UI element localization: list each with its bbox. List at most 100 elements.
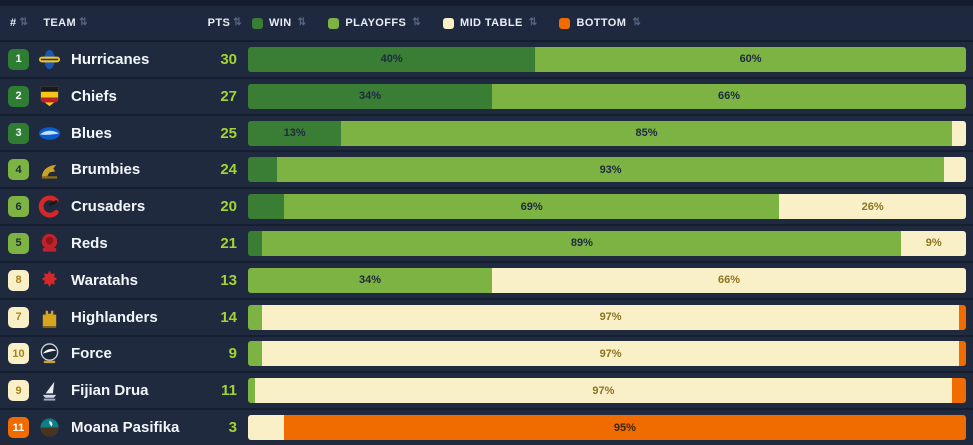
bottom-segment: 95% <box>283 415 966 441</box>
probability-stacked-bar: 34% 66% <box>248 267 966 293</box>
legend-label: BOTTOM <box>576 17 627 29</box>
rank-badge: 7 <box>8 306 29 328</box>
team-panel: 2 Chiefs 27 <box>0 84 248 108</box>
legend-item-playoffs[interactable]: PLAYOFFS ⇅ <box>328 17 421 29</box>
playoffs-segment: 66% <box>492 83 966 109</box>
segment-percent-label: 34% <box>359 90 382 103</box>
segment-percent-label: 9% <box>925 237 942 250</box>
segment-percent-label: 66% <box>718 90 741 103</box>
bottom-segment <box>951 378 966 404</box>
legend-label: WIN <box>269 17 292 29</box>
blues-logo <box>37 121 61 145</box>
segment-percent-label: 85% <box>635 127 658 140</box>
win-segment <box>248 157 277 183</box>
sort-icon[interactable]: ⇅ <box>297 17 307 28</box>
rank-column-header[interactable]: # ⇅ <box>10 17 28 29</box>
table-header: # ⇅ TEAM ⇅ PTS ⇅ WIN ⇅ PLAYOFFS ⇅ MID TABLE ⇅… <box>0 6 973 42</box>
highlanders-logo <box>37 305 61 329</box>
team-name: Fijian Drua <box>71 382 149 400</box>
bottom-segment <box>958 341 966 367</box>
segment-percent-label: 66% <box>718 274 741 287</box>
rank-badge: 5 <box>8 232 29 254</box>
points-value: 21 <box>220 234 237 252</box>
sort-icon[interactable]: ⇅ <box>19 17 29 28</box>
team-name: Crusaders <box>71 198 146 216</box>
playoffs-segment: 60% <box>535 46 966 72</box>
points-value: 13 <box>220 271 237 289</box>
pts-column-header[interactable]: PTS ⇅ <box>208 17 242 29</box>
points-value: 14 <box>220 308 237 326</box>
points-value: 30 <box>220 50 237 68</box>
team-name: Force <box>71 345 112 363</box>
team-panel: 1 Hurricanes 30 <box>0 47 248 71</box>
header-left-columns: # ⇅ TEAM ⇅ PTS ⇅ <box>0 17 248 29</box>
team-name: Moana Pasifika <box>71 419 180 437</box>
points-value: 20 <box>220 198 237 216</box>
sort-icon[interactable]: ⇅ <box>233 17 242 28</box>
team-name: Reds <box>71 234 108 252</box>
mid-swatch-icon <box>443 17 455 29</box>
table-row: 10 Force 9 97% <box>0 334 973 372</box>
win-segment <box>248 230 263 256</box>
team-panel: 8 Waratahs 13 <box>0 268 248 292</box>
team-panel: 10 Force 9 <box>0 342 248 366</box>
sort-icon[interactable]: ⇅ <box>528 17 538 28</box>
fijian-drua-logo <box>37 379 61 403</box>
points-value: 25 <box>220 124 237 142</box>
win-swatch-icon <box>252 17 263 29</box>
team-name: Hurricanes <box>71 50 150 68</box>
legend-item-mid[interactable]: MID TABLE ⇅ <box>443 17 537 29</box>
team-panel: 5 Reds 21 <box>0 231 248 255</box>
rank-badge: 2 <box>8 85 29 107</box>
probability-stacked-bar: 97% <box>248 304 966 330</box>
top-strip <box>0 0 973 6</box>
crusaders-logo <box>37 195 61 219</box>
mid-segment: 26% <box>779 194 966 220</box>
mid-segment <box>944 157 966 183</box>
pts-column-label: PTS <box>207 17 231 29</box>
legend-label: MID TABLE <box>460 17 523 29</box>
table-row: 1 Hurricanes 30 40% 60% <box>0 42 973 77</box>
playoffs-segment: 85% <box>341 120 952 146</box>
playoffs-segment: 89% <box>262 230 902 256</box>
probability-stacked-bar: 69% 26% <box>248 194 966 220</box>
reds-logo <box>37 231 61 255</box>
rank-column-label: # <box>10 17 17 29</box>
team-column-label: TEAM <box>43 17 77 29</box>
table-row: 11 Moana Pasifika 3 95% <box>0 408 973 445</box>
probability-stacked-bar: 95% <box>248 415 966 441</box>
hurricanes-logo <box>37 47 61 71</box>
segment-percent-label: 40% <box>380 53 403 66</box>
points-value: 9 <box>228 345 237 363</box>
segment-percent-label: 60% <box>739 53 762 66</box>
probability-stacked-bar: 89% 9% <box>248 230 966 256</box>
team-panel: 9 Fijian Drua 11 <box>0 379 248 403</box>
team-column-header[interactable]: TEAM ⇅ <box>43 17 88 29</box>
team-name: Brumbies <box>71 161 141 179</box>
sort-icon[interactable]: ⇅ <box>79 17 88 28</box>
playoffs-swatch-icon <box>328 17 340 29</box>
rank-badge: 8 <box>8 269 29 291</box>
sort-icon[interactable]: ⇅ <box>632 17 642 28</box>
team-name: Waratahs <box>71 271 138 289</box>
legend-item-bottom[interactable]: BOTTOM ⇅ <box>559 17 641 29</box>
team-panel: 3 Blues 25 <box>0 121 248 145</box>
playoffs-segment <box>248 378 256 404</box>
table-row: 3 Blues 25 13% 85% <box>0 113 973 151</box>
team-name: Chiefs <box>71 87 117 105</box>
playoffs-segment <box>248 304 263 330</box>
moana-pasifika-logo <box>37 416 61 440</box>
force-logo <box>37 342 61 366</box>
mid-segment: 97% <box>262 304 959 330</box>
mid-segment: 97% <box>255 378 952 404</box>
points-value: 27 <box>220 87 237 105</box>
legend-item-win[interactable]: WIN ⇅ <box>252 17 306 29</box>
table-row: 8 Waratahs 13 34% 66% <box>0 260 973 298</box>
table-body: 1 Hurricanes 30 40% 60% 2 Chiefs 27 34% 66… <box>0 42 973 445</box>
bottom-swatch-icon <box>559 17 571 29</box>
sort-icon[interactable]: ⇅ <box>412 17 422 28</box>
team-panel: 11 Moana Pasifika 3 <box>0 416 248 440</box>
table-row: 6 Crusaders 20 69% 26% <box>0 187 973 224</box>
waratahs-logo <box>37 268 61 292</box>
